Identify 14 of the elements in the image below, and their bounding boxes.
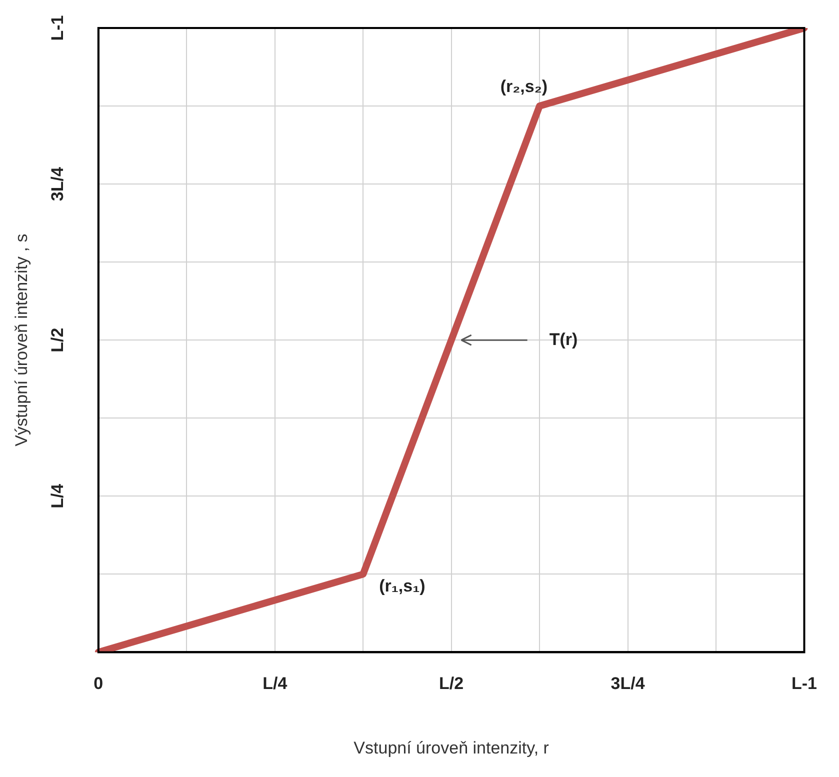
text: L/2 (48, 328, 68, 352)
x-tick-label: 3L/4 (610, 674, 646, 694)
x-tick-label: L-1 (792, 674, 817, 694)
text: L/4 (48, 483, 68, 508)
text: 3L/4 (48, 166, 68, 202)
text: L-1 (48, 15, 68, 41)
x-tick-label: L/4 (262, 674, 288, 694)
x-axis-title: Vstupní úroveň intenzity, r (354, 738, 550, 758)
y-axis-title: Výstupní úroveň intenzity , s (12, 234, 31, 446)
x-tick-label: L/2 (439, 674, 464, 694)
annotation: T(r) (549, 330, 578, 349)
annotation: (r₁,s₁) (379, 576, 426, 596)
annotation: (r₂,s₂) (500, 77, 548, 96)
x-tick-label: 0 (94, 674, 104, 694)
